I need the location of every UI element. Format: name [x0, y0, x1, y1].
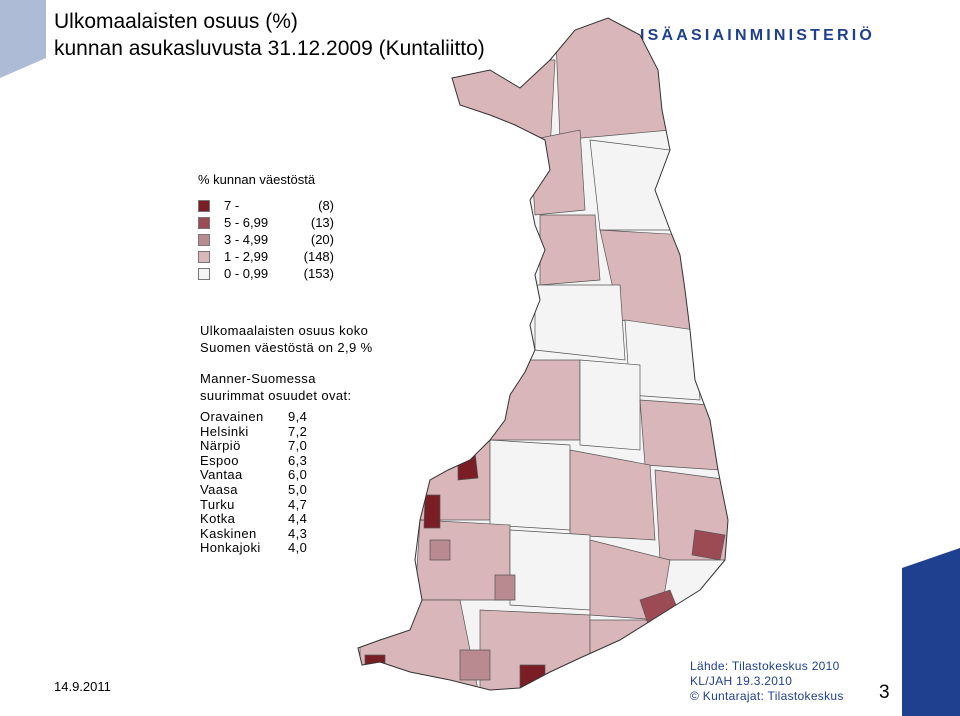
legend-item: 7 - (8): [198, 197, 334, 214]
municipality-name: Helsinki: [200, 423, 249, 439]
legend-item: 3 - 4,99 (20): [198, 231, 334, 248]
legend-heading: % kunnan väestöstä: [198, 172, 316, 187]
list-item: Kaskinen 4,3: [200, 525, 308, 542]
municipality-name: Espoo: [200, 452, 239, 468]
ministry-logo-text: ISÄASIAINMINISTERIÖ: [640, 27, 876, 44]
slide-date: 14.9.2011: [54, 679, 111, 694]
source-credits: Lähde: Tilastokeskus 2010 KL/JAH 19.3.20…: [690, 659, 844, 704]
title-line-1: Ulkomaalaisten osuus (%): [54, 10, 298, 33]
legend-item: 5 - 6,99 (13): [198, 214, 334, 231]
municipality-name: Turku: [200, 496, 235, 512]
municipality-name: Honkajoki: [200, 540, 261, 556]
source-line-1: Lähde: Tilastokeskus 2010: [690, 659, 840, 673]
top-heading: Manner-Suomessa suurimmat osuudet ovat:: [200, 370, 352, 404]
list-item: Honkajoki 4,0: [200, 541, 307, 556]
top-heading-line-1: Manner-Suomessa: [200, 371, 316, 386]
map-legend: % kunnan väestöstä 7 - (8) 5 - 6,99 (13)…: [198, 172, 334, 282]
list-item: Vaasa 5,0: [200, 481, 308, 498]
municipality-value: 4,7: [288, 496, 308, 512]
top-municipalities-list: Oravainen 9,4 Helsinki 7,2 Närpiö 7,0 Espoo…: [200, 409, 308, 556]
municipality-value: 5,0: [288, 481, 308, 497]
corner-decoration-bottom: [902, 548, 960, 716]
top-heading-line-2: suurimmat osuudet ovat:: [200, 388, 352, 403]
legend-swatch: [198, 267, 210, 280]
municipality-value: 7,2: [288, 423, 308, 439]
legend-range: 5 - 6,99: [224, 215, 269, 230]
list-item: Helsinki 7,2: [200, 423, 308, 440]
legend-range: 1 - 2,99: [224, 249, 269, 264]
legend-range: 0 - 0,99: [224, 266, 269, 281]
legend-item: 1 - 2,99 (148): [198, 248, 334, 265]
list-item: Oravainen 9,4: [200, 409, 308, 425]
municipality-name: Oravainen: [200, 409, 264, 424]
page-number: 3: [879, 682, 890, 703]
legend-range: 7 -: [224, 198, 240, 213]
municipality-name: Vantaa: [200, 467, 243, 483]
legend-count: (8): [318, 198, 334, 213]
legend-range: 3 - 4,99: [224, 232, 269, 247]
municipality-value: 4,0: [288, 540, 308, 556]
municipality-value: 6,3: [288, 452, 308, 468]
legend-count: (153): [303, 266, 334, 281]
municipality-name: Kotka: [200, 511, 236, 527]
source-line-3: © Kuntarajat: Tilastokeskus: [690, 689, 844, 703]
legend-swatch: [198, 250, 210, 263]
summary-note: Ulkomaalaisten osuus koko Suomen väestös…: [200, 322, 373, 356]
municipality-value: 4,3: [288, 525, 308, 541]
title-line-2: kunnan asukasluvusta 31.12.2009 (Kuntali…: [54, 37, 485, 60]
finland-choropleth-map: [357, 17, 729, 691]
legend-count: (20): [310, 232, 334, 247]
legend-swatch: [198, 199, 210, 212]
municipality-name: Vaasa: [200, 481, 238, 497]
legend-swatch: [198, 233, 210, 246]
municipality-value: 9,4: [288, 409, 308, 424]
municipality-value: 7,0: [288, 438, 308, 454]
page-title: Ulkomaalaisten osuus (%) kunnan asukaslu…: [54, 8, 485, 62]
legend-swatch: [198, 216, 210, 229]
list-item: Närpiö 7,0: [200, 439, 307, 454]
summary-line-1: Ulkomaalaisten osuus koko: [200, 323, 369, 338]
list-item: Turku 4,7: [200, 496, 308, 513]
legend-count: (13): [310, 215, 334, 230]
list-item: Kotka 4,4: [200, 512, 307, 527]
corner-decoration-top: [0, 0, 46, 78]
municipality-name: Närpiö: [200, 438, 241, 454]
legend-count: (148): [303, 249, 334, 264]
summary-line-2: Suomen väestöstä on 2,9 %: [200, 340, 373, 355]
municipality-name: Kaskinen: [200, 525, 257, 541]
source-line-2: KL/JAH 19.3.2010: [690, 674, 793, 688]
municipality-value: 4,4: [288, 511, 308, 527]
list-item: Espoo 6,3: [200, 452, 308, 469]
list-item: Vantaa 6,0: [200, 468, 307, 483]
municipality-value: 6,0: [288, 467, 308, 483]
legend-item: 0 - 0,99 (153): [198, 265, 334, 282]
